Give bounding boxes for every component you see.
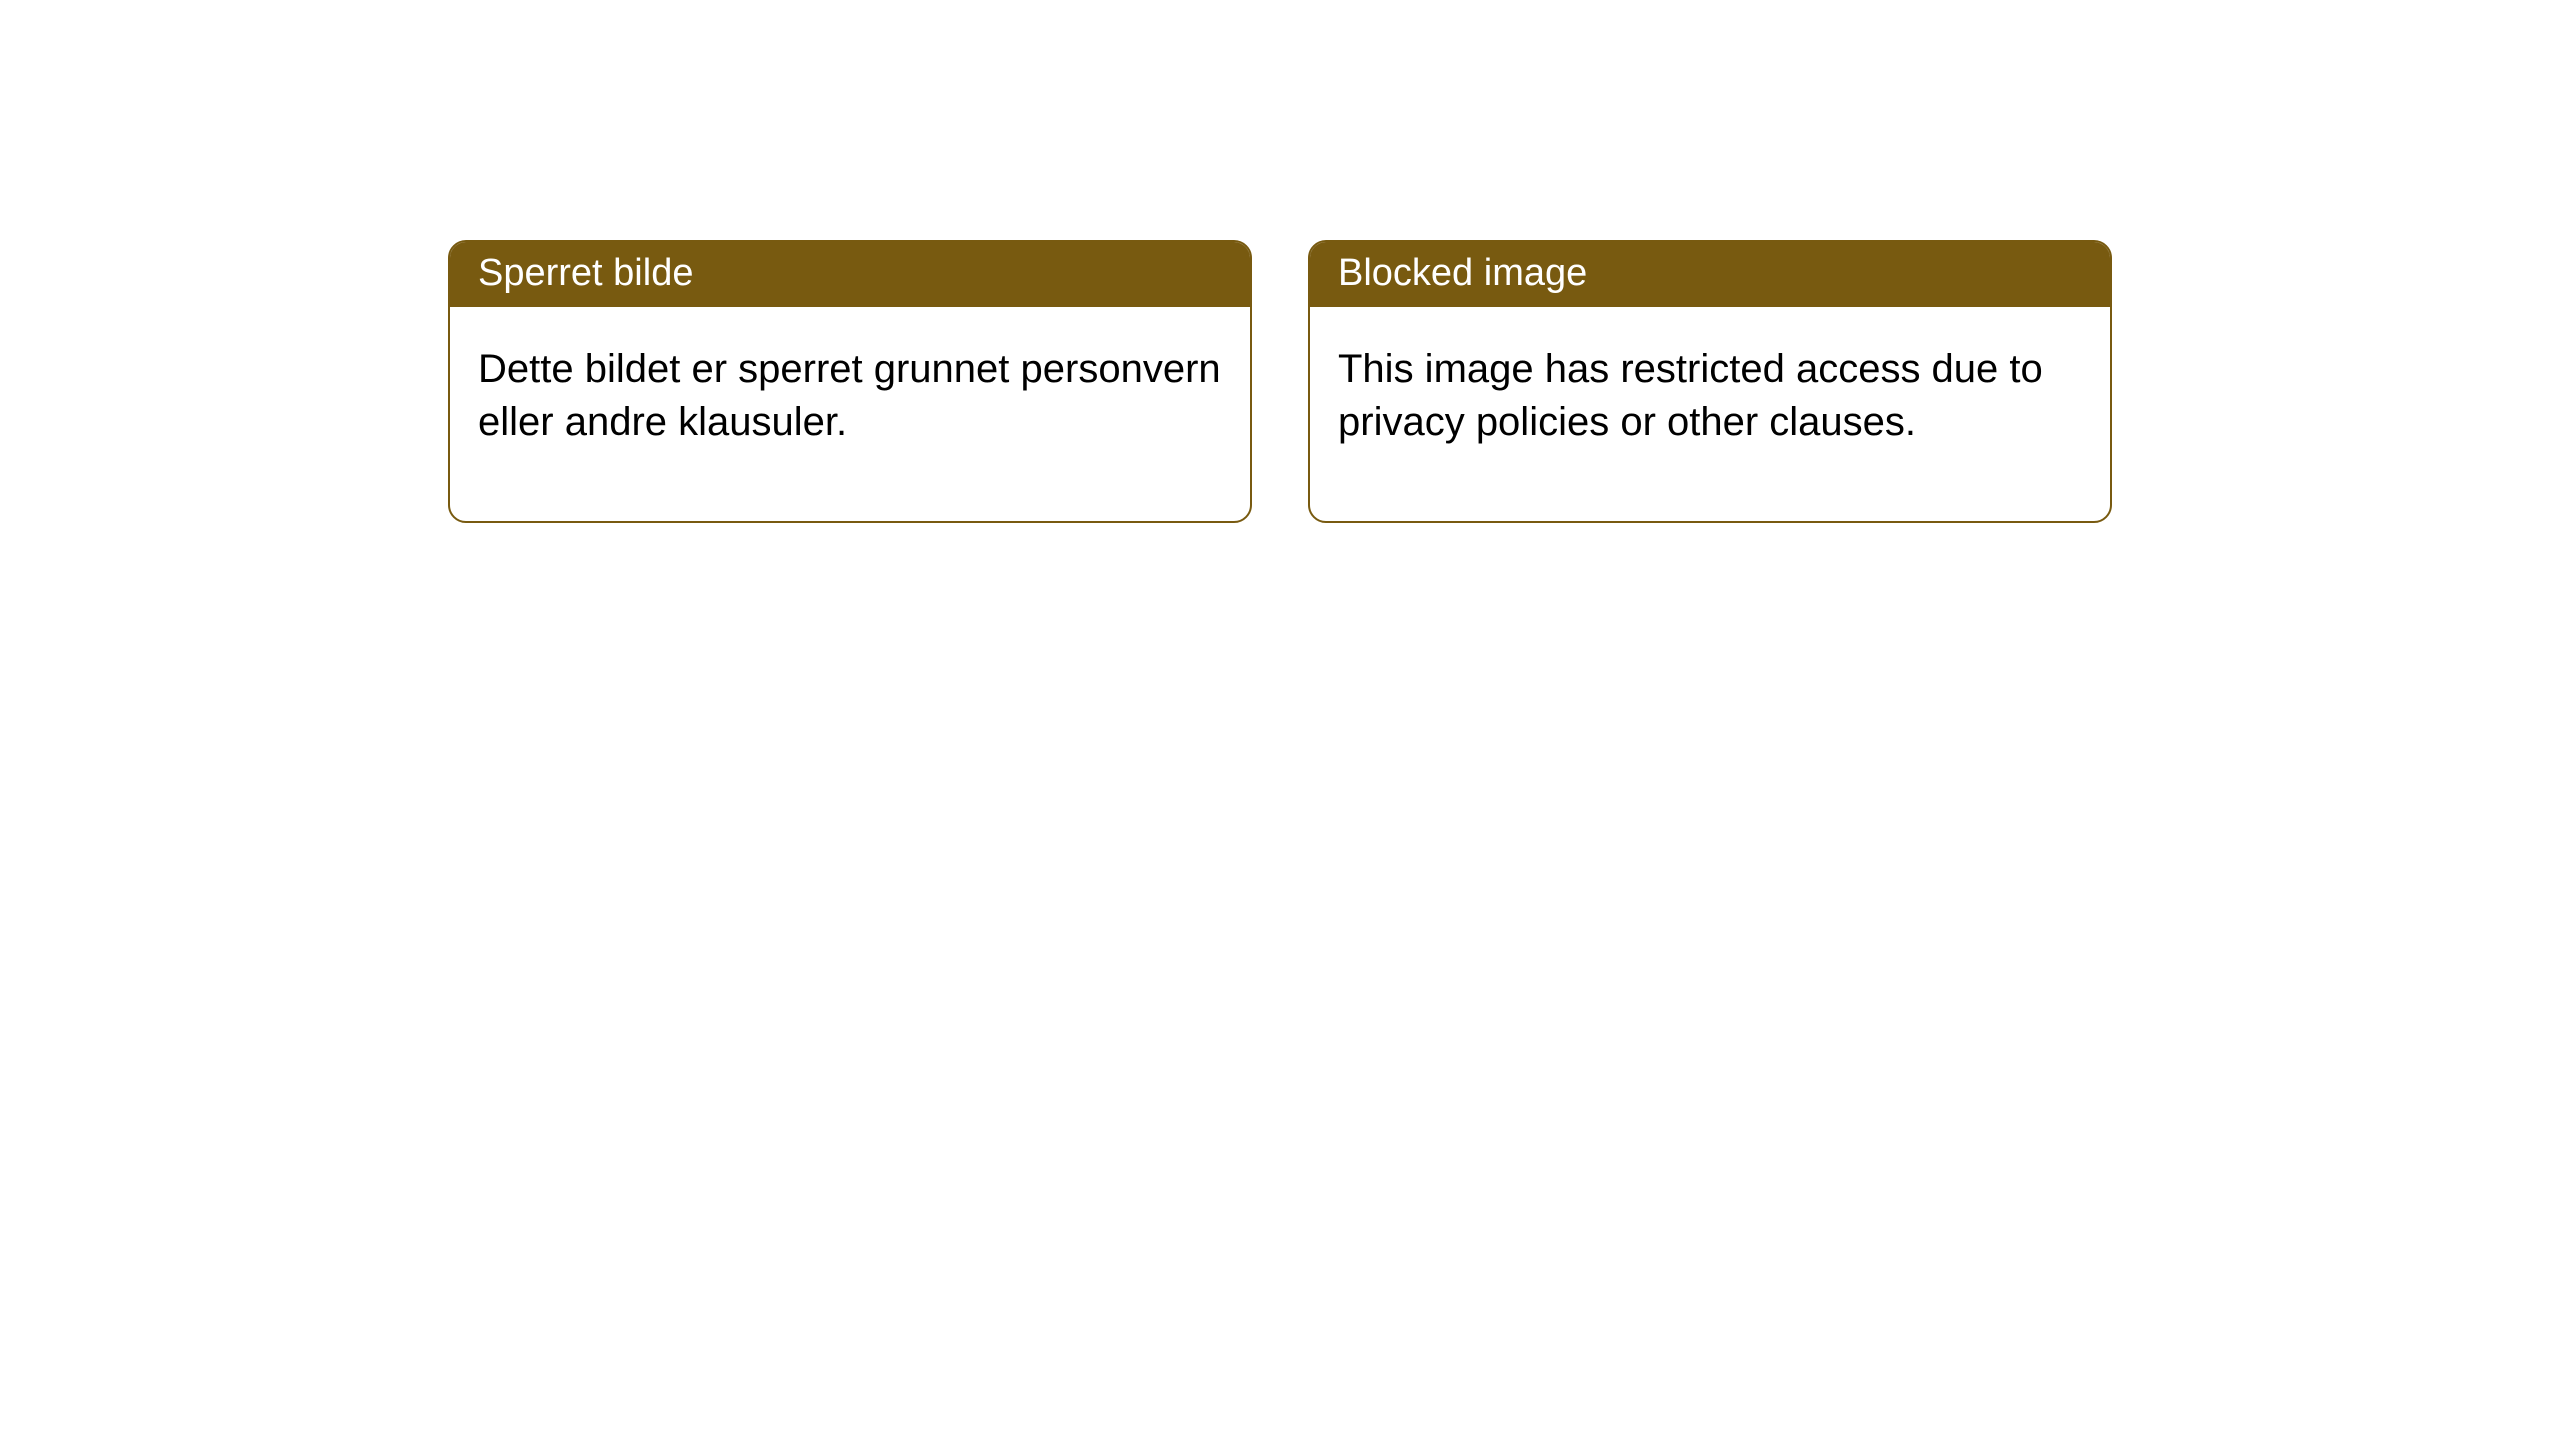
notice-header: Sperret bilde — [450, 242, 1250, 307]
notice-body: This image has restricted access due to … — [1310, 307, 2110, 521]
notice-header: Blocked image — [1310, 242, 2110, 307]
notice-body-text: Dette bildet er sperret grunnet personve… — [478, 347, 1221, 444]
notice-body-text: This image has restricted access due to … — [1338, 347, 2043, 444]
notices-container: Sperret bilde Dette bildet er sperret gr… — [0, 0, 2560, 523]
notice-title: Sperret bilde — [478, 252, 693, 294]
notice-card-norwegian: Sperret bilde Dette bildet er sperret gr… — [448, 240, 1252, 523]
notice-body: Dette bildet er sperret grunnet personve… — [450, 307, 1250, 521]
notice-title: Blocked image — [1338, 252, 1587, 294]
notice-card-english: Blocked image This image has restricted … — [1308, 240, 2112, 523]
